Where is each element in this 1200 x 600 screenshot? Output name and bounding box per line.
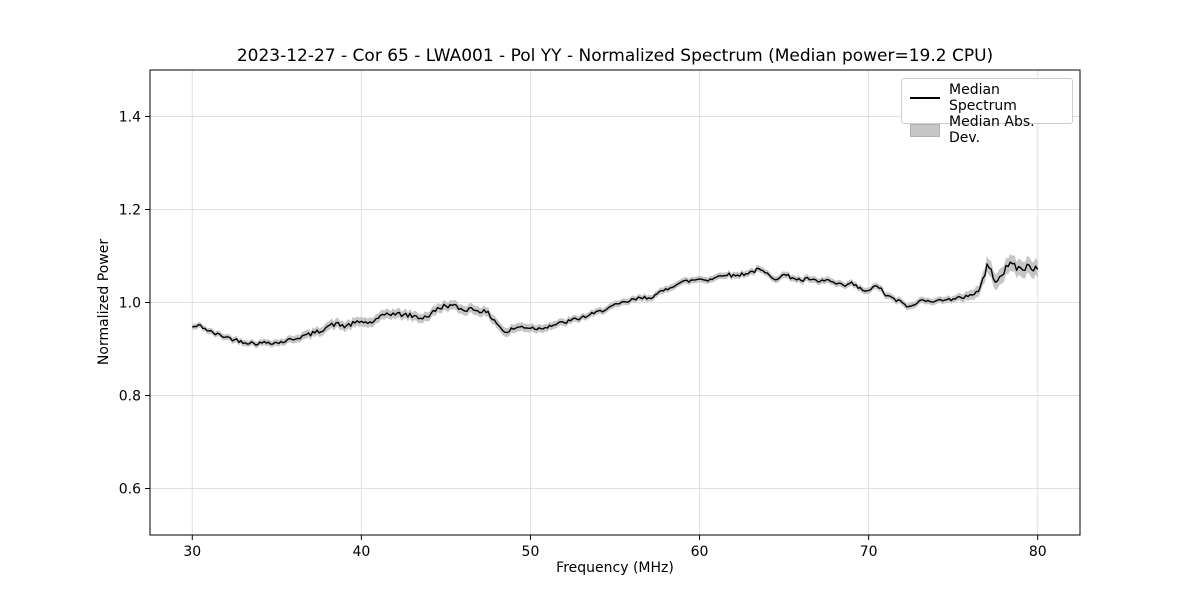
legend-item-label: Median Spectrum xyxy=(949,82,1017,114)
y-tick-label: 1.4 xyxy=(119,110,141,126)
x-tick-label: 80 xyxy=(1029,544,1047,560)
legend-item-median-abs-dev: Median Abs. Dev. xyxy=(910,114,1064,146)
axis-ticks: 30 40 50 60 70 80 0.6 0.8 1.0 1.2 1.4 xyxy=(119,110,1047,561)
legend-item-label: Median Abs. Dev. xyxy=(949,114,1035,146)
x-tick-label: 50 xyxy=(522,544,540,560)
legend-line-swatch xyxy=(910,97,940,99)
y-axis-label: Normalized Power xyxy=(96,238,112,366)
y-tick-label: 1.0 xyxy=(119,296,141,312)
median-spectrum-line xyxy=(192,261,1039,346)
chart-title: 2023-12-27 - Cor 65 - LWA001 - Pol YY - … xyxy=(236,46,994,66)
legend-patch-swatch xyxy=(910,123,940,137)
x-tick-label: 60 xyxy=(691,544,709,560)
y-tick-label: 0.6 xyxy=(119,482,141,498)
x-tick-label: 70 xyxy=(860,544,878,560)
legend: Median Spectrum Median Abs. Dev. xyxy=(901,78,1073,146)
x-axis-label: Frequency (MHz) xyxy=(556,560,674,576)
legend-item-median-spectrum: Median Spectrum xyxy=(910,82,1064,114)
x-tick-label: 40 xyxy=(352,544,370,560)
mad-band xyxy=(192,254,1038,349)
x-tick-label: 30 xyxy=(183,544,201,560)
y-tick-label: 1.2 xyxy=(119,203,141,219)
y-tick-label: 0.8 xyxy=(119,389,141,405)
